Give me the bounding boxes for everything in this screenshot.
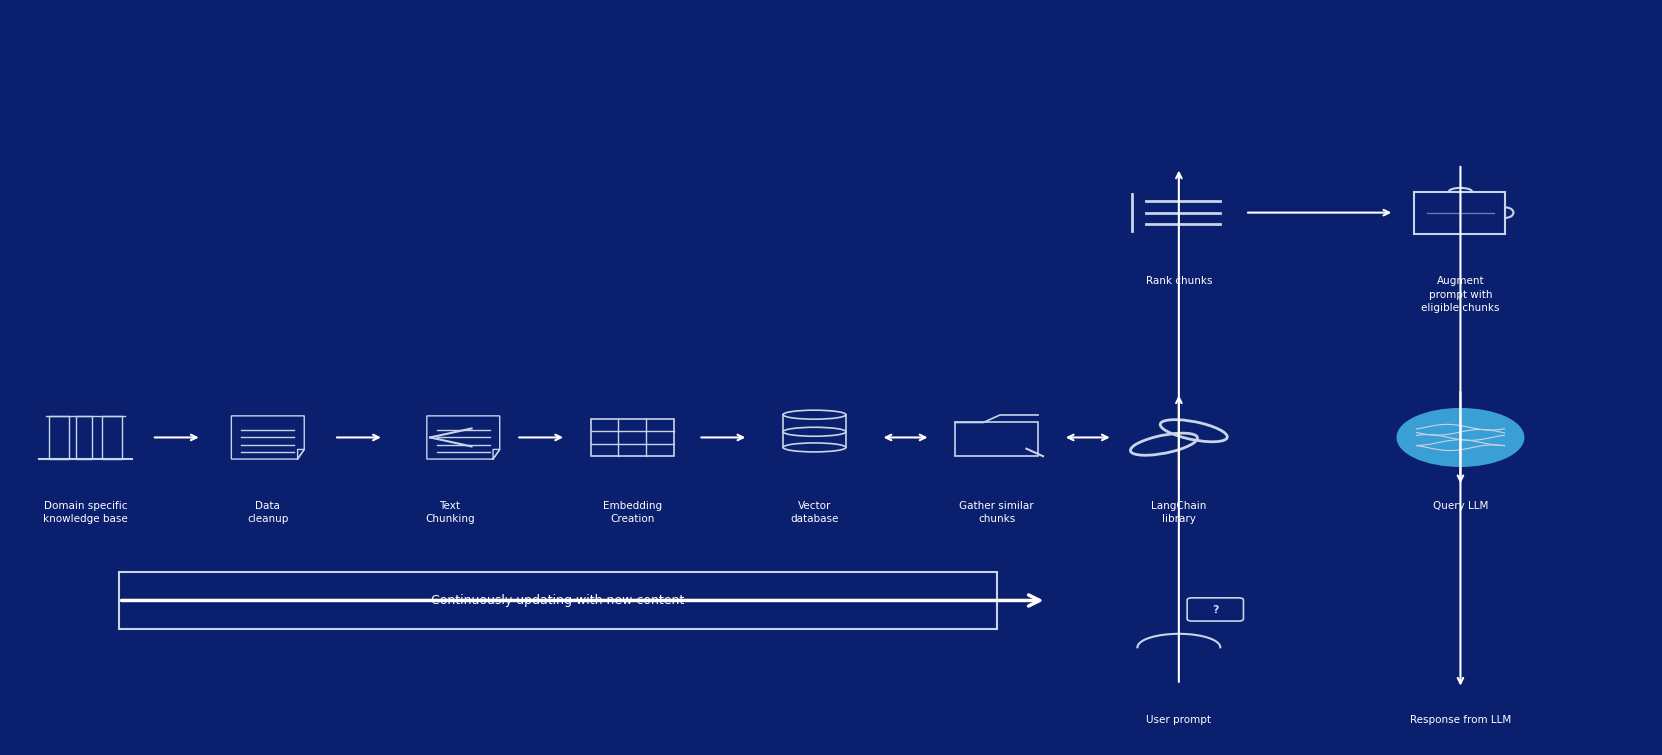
FancyBboxPatch shape xyxy=(118,572,997,629)
Text: User prompt: User prompt xyxy=(1147,715,1212,725)
Text: Domain specific
knowledge base: Domain specific knowledge base xyxy=(43,501,128,525)
Text: Response from LLM: Response from LLM xyxy=(1409,715,1511,725)
Text: Gather similar
chunks: Gather similar chunks xyxy=(959,501,1034,525)
Text: Text
Chunking: Text Chunking xyxy=(425,501,475,525)
Text: Query LLM: Query LLM xyxy=(1433,501,1487,511)
Text: Continuously updating with new content: Continuously updating with new content xyxy=(430,594,685,607)
Bar xyxy=(101,416,121,459)
Bar xyxy=(590,419,673,456)
Text: ?: ? xyxy=(1212,605,1218,615)
Circle shape xyxy=(1398,409,1524,466)
Bar xyxy=(50,416,70,459)
Text: LangChain
library: LangChain library xyxy=(1152,501,1207,525)
Text: Data
cleanup: Data cleanup xyxy=(248,501,289,525)
Text: Augment
prompt with
eligible chunks: Augment prompt with eligible chunks xyxy=(1421,276,1499,313)
Text: Rank chunks: Rank chunks xyxy=(1145,276,1212,286)
Bar xyxy=(1414,193,1506,233)
Bar xyxy=(76,416,91,459)
Text: Vector
database: Vector database xyxy=(789,501,839,525)
Text: Embedding
Creation: Embedding Creation xyxy=(603,501,661,525)
